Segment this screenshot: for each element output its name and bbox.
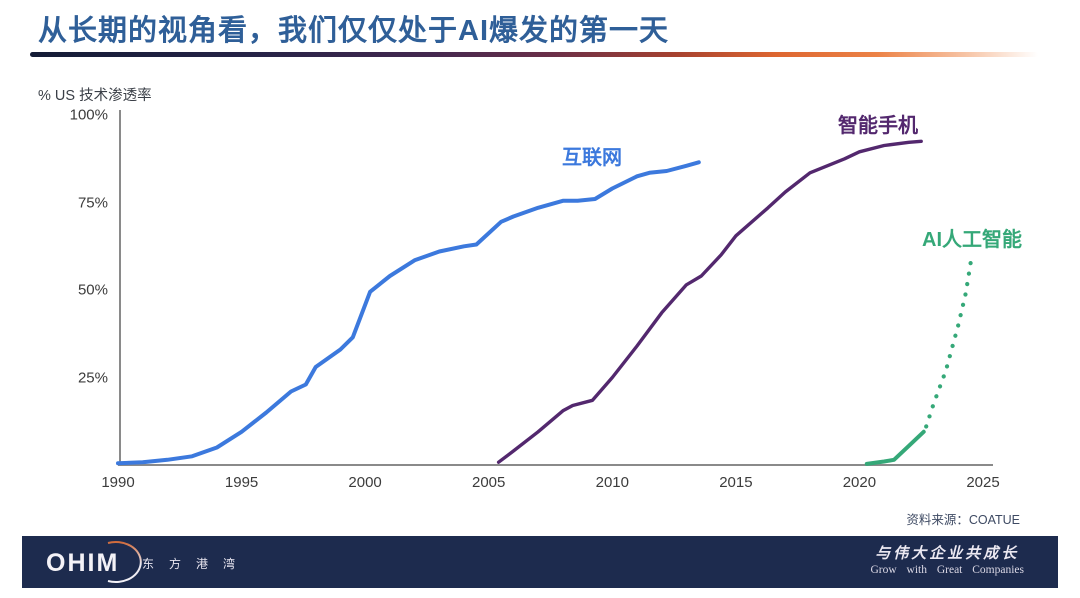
logo-text: OHIM: [46, 549, 119, 577]
series-line-ai-actual: [864, 429, 926, 466]
page-title: 从长期的视角看，我们仅仅处于AI爆发的第一天: [38, 15, 670, 47]
series-line-internet: [116, 160, 701, 466]
slogan-chinese: 与伟大企业共成长: [875, 546, 1020, 562]
data-source-note: 资料来源：COATUE: [906, 513, 1020, 527]
series-line-smartphone: [496, 139, 923, 464]
x-tick-2015: 2015: [719, 474, 753, 491]
y-tick-25: 25%: [77, 369, 108, 386]
y-axis-title: % US 技术渗透率: [38, 88, 152, 104]
logo-arc-icon: [107, 541, 142, 583]
company-logo: OHIM 东 方 港 湾: [46, 541, 241, 583]
series-label-smartphone: 智能手机: [838, 115, 918, 137]
x-tick-2000: 2000: [348, 474, 382, 491]
x-tick-2005: 2005: [472, 474, 506, 491]
x-tick-2025: 2025: [966, 474, 1000, 491]
title-underline: [30, 52, 1038, 57]
x-tick-2020: 2020: [842, 474, 877, 491]
slogan-english: Grow with Great Companies: [870, 564, 1024, 576]
y-tick-50: 50%: [77, 281, 108, 299]
x-tick-1995: 1995: [224, 474, 259, 491]
logo-chinese-text: 东 方 港 湾: [142, 556, 241, 571]
series-line-ai-projected: [924, 252, 975, 429]
y-tick-100: 100%: [69, 106, 108, 124]
chart-series: [116, 139, 975, 466]
x-tick-1990: 1990: [101, 474, 135, 491]
footer-bar: OHIM 东 方 港 湾 与伟大企业共成长 Grow with Great Co…: [22, 536, 1058, 588]
y-tick-75: 75%: [77, 194, 108, 211]
footer-slogan: 与伟大企业共成长 Grow with Great Companies: [870, 545, 1024, 578]
series-label-ai: AI人工智能: [922, 229, 1022, 251]
x-tick-2010: 2010: [595, 474, 629, 491]
series-label-internet: 互联网: [562, 147, 622, 169]
